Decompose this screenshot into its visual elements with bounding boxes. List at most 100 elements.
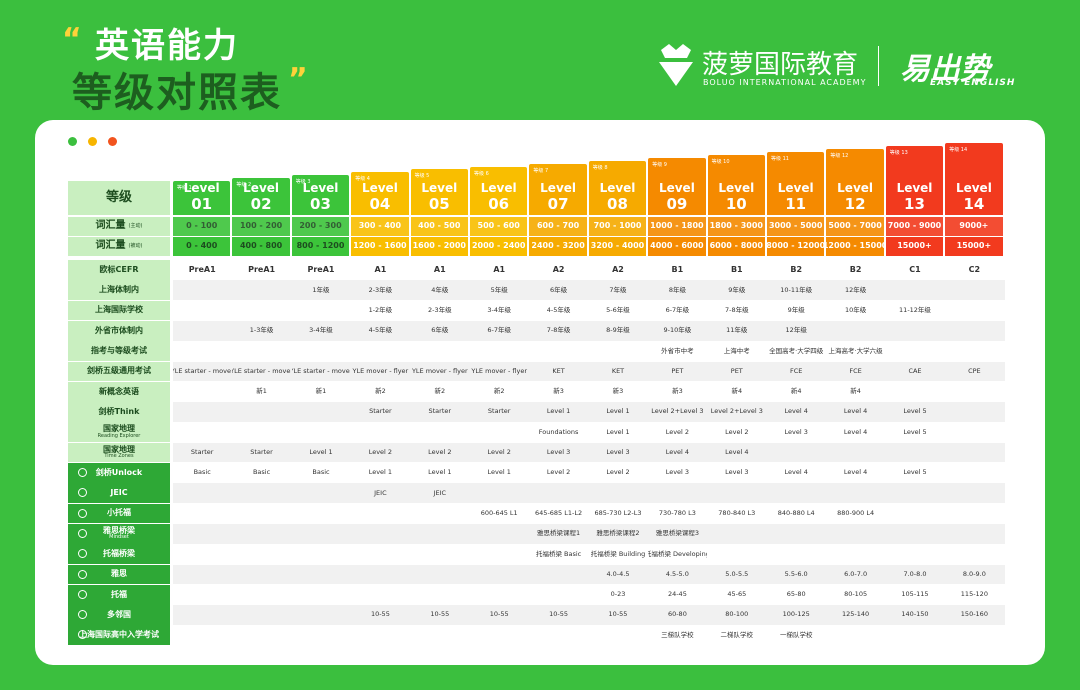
table-cell: 4-5年级 — [546, 305, 571, 314]
table-cell: 115-120 — [960, 590, 988, 599]
table-cell: Basic — [252, 468, 271, 477]
table-cell: 8-9年级 — [606, 326, 630, 335]
row-sublabel: Mindset — [109, 534, 129, 541]
row-band — [173, 260, 1005, 280]
title-line1: 英语能力 — [95, 26, 239, 66]
corner-label: 等级 — [68, 181, 170, 215]
level-word: Level — [777, 181, 814, 195]
level-word: Level — [243, 180, 280, 195]
table-cell: A1 — [433, 264, 446, 274]
table-cell: 1-2年级 — [368, 305, 393, 314]
table-cell: Basic — [193, 468, 211, 477]
table-cell: CPE — [968, 366, 981, 375]
table-cell: PET — [730, 366, 743, 375]
row-band — [173, 605, 1005, 625]
table-cell: A2 — [552, 264, 565, 274]
table-cell: 10-55 — [430, 610, 450, 619]
table-cell: Level 2 — [606, 468, 630, 477]
table-cell: Level 1 — [606, 407, 630, 416]
table-cell: 雅思桥梁课程3 — [655, 529, 699, 538]
level-tag: 等级 7 — [533, 167, 549, 174]
row-band — [173, 564, 1005, 585]
level-tag: 等级 5 — [414, 173, 430, 180]
vocab-cell: 700 - 1000 — [588, 217, 647, 236]
brand-logo — [659, 44, 693, 86]
table-cell: YLE mover - flyer — [471, 366, 528, 375]
table-cell: Level 1 — [309, 448, 333, 457]
row-label: 新概念英语 — [68, 381, 170, 402]
row-label-text: 国家地理 — [103, 444, 135, 454]
level-word: Level — [302, 180, 339, 195]
level-word: Level — [480, 181, 517, 195]
vocab-cell: 800 - 1200 — [291, 237, 350, 256]
row-band — [173, 402, 1005, 422]
row-label-text: 上海国际高中入学考试 — [79, 630, 159, 640]
row-band — [173, 483, 1005, 504]
course-icon — [78, 488, 87, 498]
vocab-cell: 3200 - 4000 — [588, 237, 647, 256]
level-tag: 等级 6 — [474, 170, 489, 177]
row-label-text: 雅思 — [111, 569, 127, 579]
vocab-cell: 100 - 200 — [232, 217, 290, 236]
table-cell: 二梯队学校 — [720, 630, 754, 639]
table-cell: 65-80 — [786, 590, 806, 599]
table-cell: 新4 — [731, 387, 743, 396]
table-cell: A2 — [612, 264, 624, 274]
table-cell: Level 2+Level 3 — [651, 407, 704, 416]
row-band — [173, 442, 1005, 463]
vocab-cell: 2000 - 2400 — [470, 237, 528, 256]
row-label-text: 欧标CEFR — [99, 264, 139, 274]
dot — [68, 137, 77, 146]
level-number: 07 — [547, 194, 569, 213]
row-label: 托福 — [68, 584, 170, 605]
vocab-cell: 3000 - 5000 — [767, 217, 825, 236]
table-cell: Level 2 — [428, 448, 452, 457]
row-label: 指考与等级考试 — [68, 341, 170, 361]
row-label-text: 上海国际学校 — [95, 305, 143, 315]
table-cell: Starter — [428, 407, 452, 416]
table-cell: Level 3 — [546, 448, 571, 457]
level-number: 06 — [488, 195, 510, 213]
row-band — [173, 361, 1005, 382]
vocab-cell: 5000 - 7000 — [826, 217, 884, 236]
level-word: Level — [540, 180, 577, 195]
table-cell: 8年级 — [668, 285, 686, 294]
table-cell: Level 4 — [843, 427, 868, 436]
vocab-cell: 0 - 400 — [173, 237, 231, 256]
table-cell: CAE — [908, 366, 922, 375]
row-label-text: 指考与等级考试 — [91, 345, 147, 355]
table-cell: 600-645 L1 — [480, 508, 518, 517]
vocab-cell: 4000 - 6000 — [648, 237, 706, 256]
table-cell: 840-880 L4 — [777, 508, 815, 517]
table-cell: Level 4 — [784, 407, 808, 416]
table-cell: Level 2 — [546, 468, 571, 477]
table-cell: 7-8年级 — [724, 305, 749, 314]
level-number: 02 — [250, 194, 272, 213]
row-label: 国家地理 Time Zones — [68, 442, 170, 463]
table-cell: 上海高考·大学六级 — [828, 346, 883, 355]
table-cell: 10-55 — [489, 610, 509, 619]
table-cell: Level 5 — [903, 407, 927, 416]
vocab-note: (主动) — [128, 222, 143, 229]
level-header: 等级 1 Level 01 — [173, 181, 231, 215]
course-icon — [78, 589, 87, 599]
table-cell: FCE — [849, 366, 862, 375]
row-label-text: 小托福 — [107, 508, 131, 518]
row-label-text: 上海体制内 — [99, 285, 139, 294]
table-cell: JEIC — [433, 488, 447, 497]
table-cell: B2 — [849, 264, 862, 274]
course-icon — [78, 528, 87, 538]
table-cell: Level 2 — [665, 427, 690, 436]
table-cell: 100-125 — [782, 610, 810, 619]
row-label-text: 外省市体制内 — [95, 325, 143, 335]
table-cell: 880-900 L4 — [837, 508, 875, 517]
table-cell: Starter — [369, 407, 392, 416]
course-icon — [78, 508, 87, 518]
table-cell: 新2 — [493, 387, 505, 396]
row-band — [173, 381, 1005, 402]
level-word: Level — [183, 181, 220, 195]
table-cell: Basic — [312, 468, 330, 477]
row-band — [173, 584, 1005, 605]
vocab-cell: 200 - 300 — [291, 217, 350, 236]
table-cell: 10-55 — [370, 610, 390, 619]
